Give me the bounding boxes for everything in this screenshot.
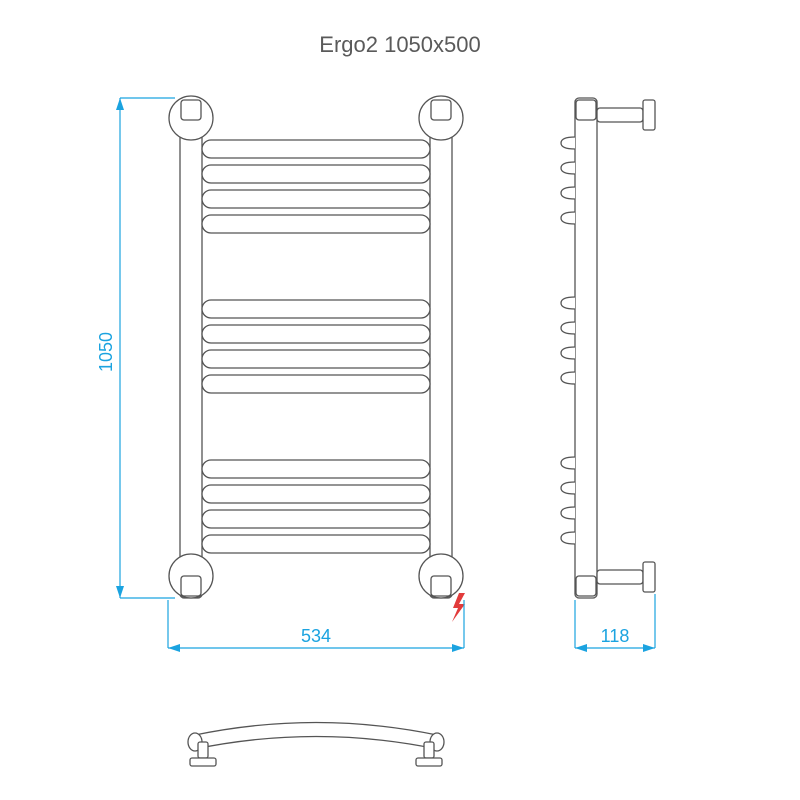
dimension-height: 1050 xyxy=(96,98,175,598)
side-view xyxy=(561,98,655,598)
technical-drawing: Ergo2 1050x500 xyxy=(0,0,800,800)
dimension-width: 534 xyxy=(168,600,464,652)
dimension-depth: 118 xyxy=(575,594,655,652)
page-title: Ergo2 1050x500 xyxy=(319,32,480,57)
top-view xyxy=(188,723,444,767)
dimension-width-label: 534 xyxy=(301,626,331,646)
dimension-depth-label: 118 xyxy=(601,626,630,646)
front-view xyxy=(169,96,465,622)
front-rungs xyxy=(202,140,430,553)
dimension-height-label: 1050 xyxy=(96,332,116,372)
lightning-bolt-icon xyxy=(452,593,465,622)
side-rung-nubs xyxy=(561,137,575,544)
